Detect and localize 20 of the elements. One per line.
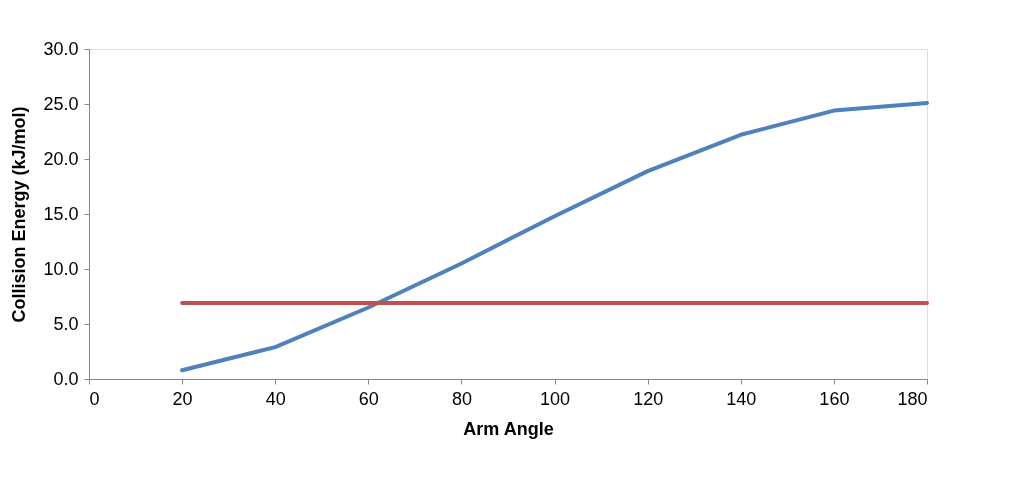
y-tick-label: 0.0 (53, 368, 79, 389)
x-tick-label: 0 (89, 388, 100, 409)
x-tick-label: 60 (358, 388, 379, 409)
x-tick-label: 140 (726, 388, 757, 409)
x-tick-label: 40 (265, 388, 286, 409)
x-tick-label: 100 (540, 388, 571, 409)
y-tick-label: 15.0 (43, 203, 79, 224)
y-tick-label: 30.0 (43, 38, 79, 59)
x-tick-label: 80 (451, 388, 472, 409)
y-tick-label: 5.0 (53, 313, 79, 334)
y-tick-label: 10.0 (43, 258, 79, 279)
x-tick-label: 160 (819, 388, 850, 409)
y-tick-label: 20.0 (43, 148, 79, 169)
x-tick-label: 120 (633, 388, 664, 409)
y-tick-label: 25.0 (43, 93, 79, 114)
x-axis-title: Arm Angle (463, 418, 554, 439)
line-series (180, 100, 929, 373)
x-tick-label: 20 (172, 388, 193, 409)
x-tick-label: 180 (897, 388, 928, 409)
y-axis-title: Collision Energy (kJ/mol) (9, 106, 30, 323)
